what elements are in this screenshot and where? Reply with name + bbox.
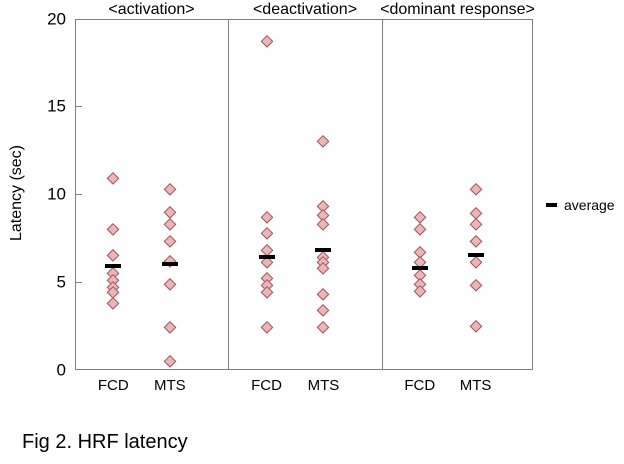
average-bar: [411, 265, 428, 270]
x-group-label-mts: MTS: [459, 377, 492, 394]
legend: average: [546, 196, 615, 214]
x-group-label-fcd: FCD: [97, 377, 129, 394]
average-bar: [258, 255, 275, 260]
figure-caption: Fig 2. HRF latency: [22, 431, 188, 453]
y-tick-label: 5: [56, 272, 66, 292]
average-bar: [105, 263, 122, 268]
average-bar: [161, 262, 178, 267]
legend-label: average: [564, 197, 615, 213]
y-tick-label: 20: [47, 9, 66, 28]
average-dash-icon: [546, 203, 557, 207]
y-tick-label: 10: [47, 184, 66, 204]
average-bar: [315, 248, 332, 253]
y-axis-tick: [75, 281, 82, 283]
x-group-label-mts: MTS: [307, 377, 340, 394]
panel-divider: [228, 18, 229, 370]
panel-title: <dominant response>: [380, 1, 535, 18]
y-axis-tick: [75, 106, 82, 108]
x-group-label-fcd: FCD: [404, 377, 436, 394]
y-tick-label: 15: [47, 96, 66, 116]
panel-title: <deactivation>: [252, 1, 358, 18]
x-group-label-mts: MTS: [154, 377, 186, 394]
plot-area-border: [75, 18, 533, 370]
y-axis-tick: [75, 194, 82, 195]
average-bar: [467, 253, 484, 258]
panel-title: <activation>: [108, 1, 195, 18]
y-tick-label: 0: [56, 360, 66, 379]
x-group-label-fcd: FCD: [251, 377, 282, 394]
panel-divider: [382, 18, 383, 370]
